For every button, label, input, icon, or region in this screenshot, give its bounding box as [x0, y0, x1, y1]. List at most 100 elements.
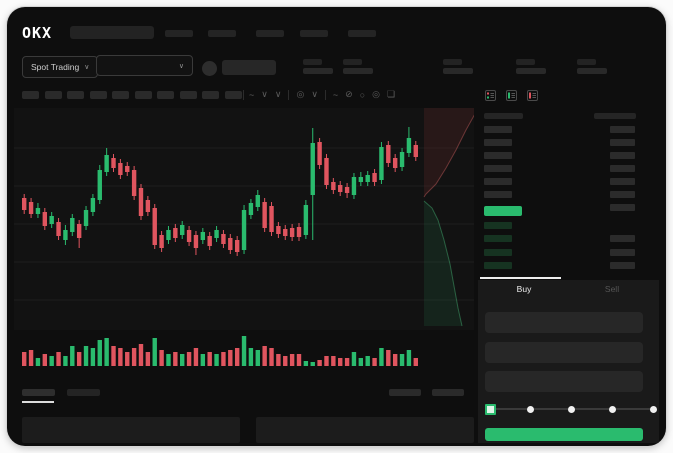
settings-icon[interactable]: ◎ — [372, 89, 381, 99]
timeframe-5[interactable] — [112, 91, 129, 99]
volume-bar — [228, 350, 233, 366]
ask-price-row[interactable] — [484, 165, 512, 172]
bid-amount-row — [610, 261, 635, 269]
candle-body — [344, 187, 350, 193]
book-bids-icon[interactable] — [506, 90, 517, 101]
ask-amount-row — [610, 126, 635, 133]
candle-body — [193, 235, 199, 248]
volume-bar — [131, 348, 137, 366]
bottom-tab-2[interactable] — [67, 389, 100, 396]
timeframe-6[interactable] — [134, 91, 152, 99]
bid-price-row[interactable] — [484, 248, 512, 256]
nav-item-2[interactable] — [208, 30, 236, 37]
slider-step-1[interactable] — [526, 406, 534, 413]
buy-button[interactable] — [485, 428, 643, 441]
line-tool-icon[interactable]: ~ — [332, 89, 339, 100]
candle-body — [413, 145, 418, 157]
candle-body — [28, 202, 34, 214]
candle-body — [76, 224, 82, 238]
candlestick-chart[interactable] — [14, 108, 474, 330]
timeframe-7[interactable] — [157, 91, 174, 99]
nav-item-1[interactable] — [165, 30, 193, 37]
candle-body — [180, 225, 185, 235]
candle-body — [392, 158, 398, 168]
nav-item-5[interactable] — [348, 30, 376, 37]
ask-price-row[interactable] — [484, 178, 512, 185]
candle-body — [372, 173, 377, 182]
drawing-tool-icon[interactable]: ⊘ — [345, 89, 353, 99]
search-input[interactable] — [70, 26, 154, 39]
timeframe-8[interactable] — [179, 91, 197, 99]
candle-style-icon[interactable]: ~ — [249, 89, 255, 100]
candle-style-caret-icon[interactable]: ∨ — [261, 89, 268, 99]
bid-price-row[interactable] — [484, 235, 512, 243]
market-type-dropdown[interactable]: Spot Trading ∨ — [22, 56, 99, 78]
volume-bar — [118, 348, 123, 366]
ask-price-row[interactable] — [484, 139, 512, 146]
volume-bar — [152, 338, 157, 366]
timeframe-9[interactable] — [202, 91, 219, 99]
volume-bar — [303, 361, 309, 366]
indicators-icon[interactable]: ◎ — [296, 89, 305, 99]
bottom-action-1[interactable] — [389, 389, 421, 396]
indicators-caret-icon[interactable]: ∨ — [311, 89, 318, 99]
nav-item-3[interactable] — [256, 30, 284, 37]
timeframe-3[interactable] — [67, 91, 84, 99]
candle-body — [207, 236, 212, 246]
volume-bar — [262, 346, 267, 366]
market-type-label: Spot Trading — [31, 62, 80, 72]
chart-layout-caret-icon[interactable]: ∨ — [274, 89, 282, 99]
volume-bar — [358, 358, 364, 366]
orderbook-amount-header — [594, 113, 636, 119]
tab-sell[interactable]: Sell — [604, 284, 620, 294]
volume-bar — [413, 358, 418, 366]
stat-label-3 — [443, 59, 462, 65]
bid-price-row[interactable] — [484, 222, 512, 229]
chevron-down-icon: ∨ — [178, 62, 184, 70]
okx-logo[interactable]: OKX — [22, 24, 53, 42]
timeframe-2[interactable] — [44, 91, 62, 99]
slider-handle-active[interactable] — [485, 404, 496, 415]
book-asks-icon[interactable] — [527, 90, 538, 101]
amount-input[interactable] — [485, 342, 643, 363]
volume-bar — [269, 348, 274, 366]
orderbook-last-price[interactable] — [484, 206, 522, 216]
stat-label-5 — [577, 59, 596, 65]
fullscreen-icon[interactable]: ❏ — [387, 89, 396, 99]
pair-coin-avatar — [202, 61, 217, 76]
volume-bar — [138, 344, 144, 366]
volume-bar — [125, 352, 130, 366]
book-both-icon[interactable] — [485, 90, 496, 101]
total-input[interactable] — [485, 371, 643, 392]
bottom-tab-active[interactable] — [22, 389, 55, 396]
candle-body — [42, 212, 48, 226]
timeframe-1[interactable] — [22, 91, 39, 99]
candle-body — [310, 143, 315, 195]
toolbar-divider — [288, 89, 290, 100]
ask-amount-row — [610, 165, 635, 172]
slider-step-2[interactable] — [567, 406, 575, 413]
candle-body — [214, 230, 219, 238]
camera-icon[interactable]: ○ — [359, 89, 366, 100]
volume-bar — [180, 354, 185, 366]
slider-step-3[interactable] — [608, 406, 616, 413]
timeframe-4[interactable] — [89, 91, 107, 99]
volume-bar — [104, 338, 109, 366]
ask-price-row[interactable] — [484, 191, 512, 198]
candle-body — [386, 145, 391, 163]
tab-buy[interactable]: Buy — [516, 284, 532, 294]
candle-body — [338, 185, 343, 192]
ask-amount-row — [610, 204, 635, 211]
volume-bar — [296, 354, 302, 366]
timeframe-10[interactable] — [224, 91, 242, 99]
pair-selector-dropdown[interactable]: ∨ — [96, 55, 193, 76]
ask-price-row[interactable] — [484, 152, 512, 159]
price-input[interactable] — [485, 312, 643, 333]
depth-asks-area — [424, 108, 474, 197]
bid-price-row[interactable] — [484, 261, 512, 269]
nav-item-4[interactable] — [300, 30, 328, 37]
ask-price-row[interactable] — [484, 126, 512, 133]
slider-step-4[interactable] — [649, 406, 657, 413]
candle-body — [97, 170, 102, 200]
bottom-action-2[interactable] — [432, 389, 464, 396]
